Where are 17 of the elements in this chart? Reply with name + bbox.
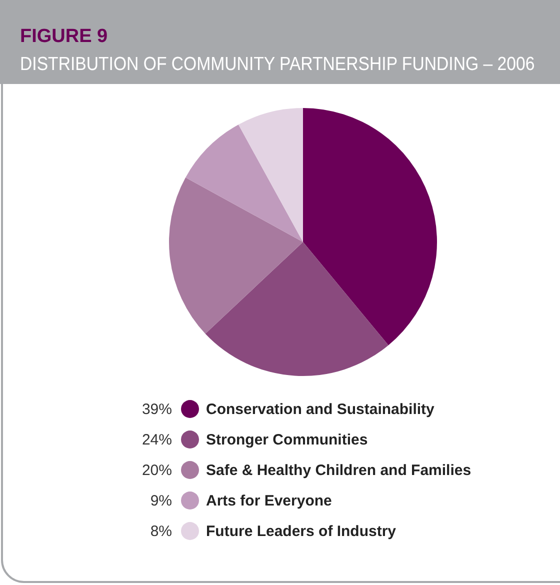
pie-slice [303, 108, 437, 346]
legend-label: Safe & Healthy Children and Families [206, 462, 472, 479]
legend-label: Stronger Communities [206, 432, 368, 448]
legend-label: Future Leaders of Industry [206, 523, 397, 540]
pie-slice [186, 124, 303, 242]
legend-label: Conservation and Sustainability [206, 401, 436, 418]
pie-slice [169, 177, 303, 334]
data-label: 20% [142, 462, 172, 479]
chart-subtitle: DISTRIBUTION OF COMMUNITY PARTNERSHIP FUNDING – 2006 [20, 53, 535, 74]
data-label: 39% [142, 401, 172, 418]
pie-slice [205, 242, 388, 376]
data-label: 24% [142, 432, 172, 448]
legend-label: Arts for Everyone [206, 492, 332, 510]
data-label: 9% [150, 492, 172, 510]
pie-slice [238, 108, 303, 242]
data-label: 8% [150, 523, 172, 540]
chart-title: FIGURE 9 [20, 26, 108, 47]
